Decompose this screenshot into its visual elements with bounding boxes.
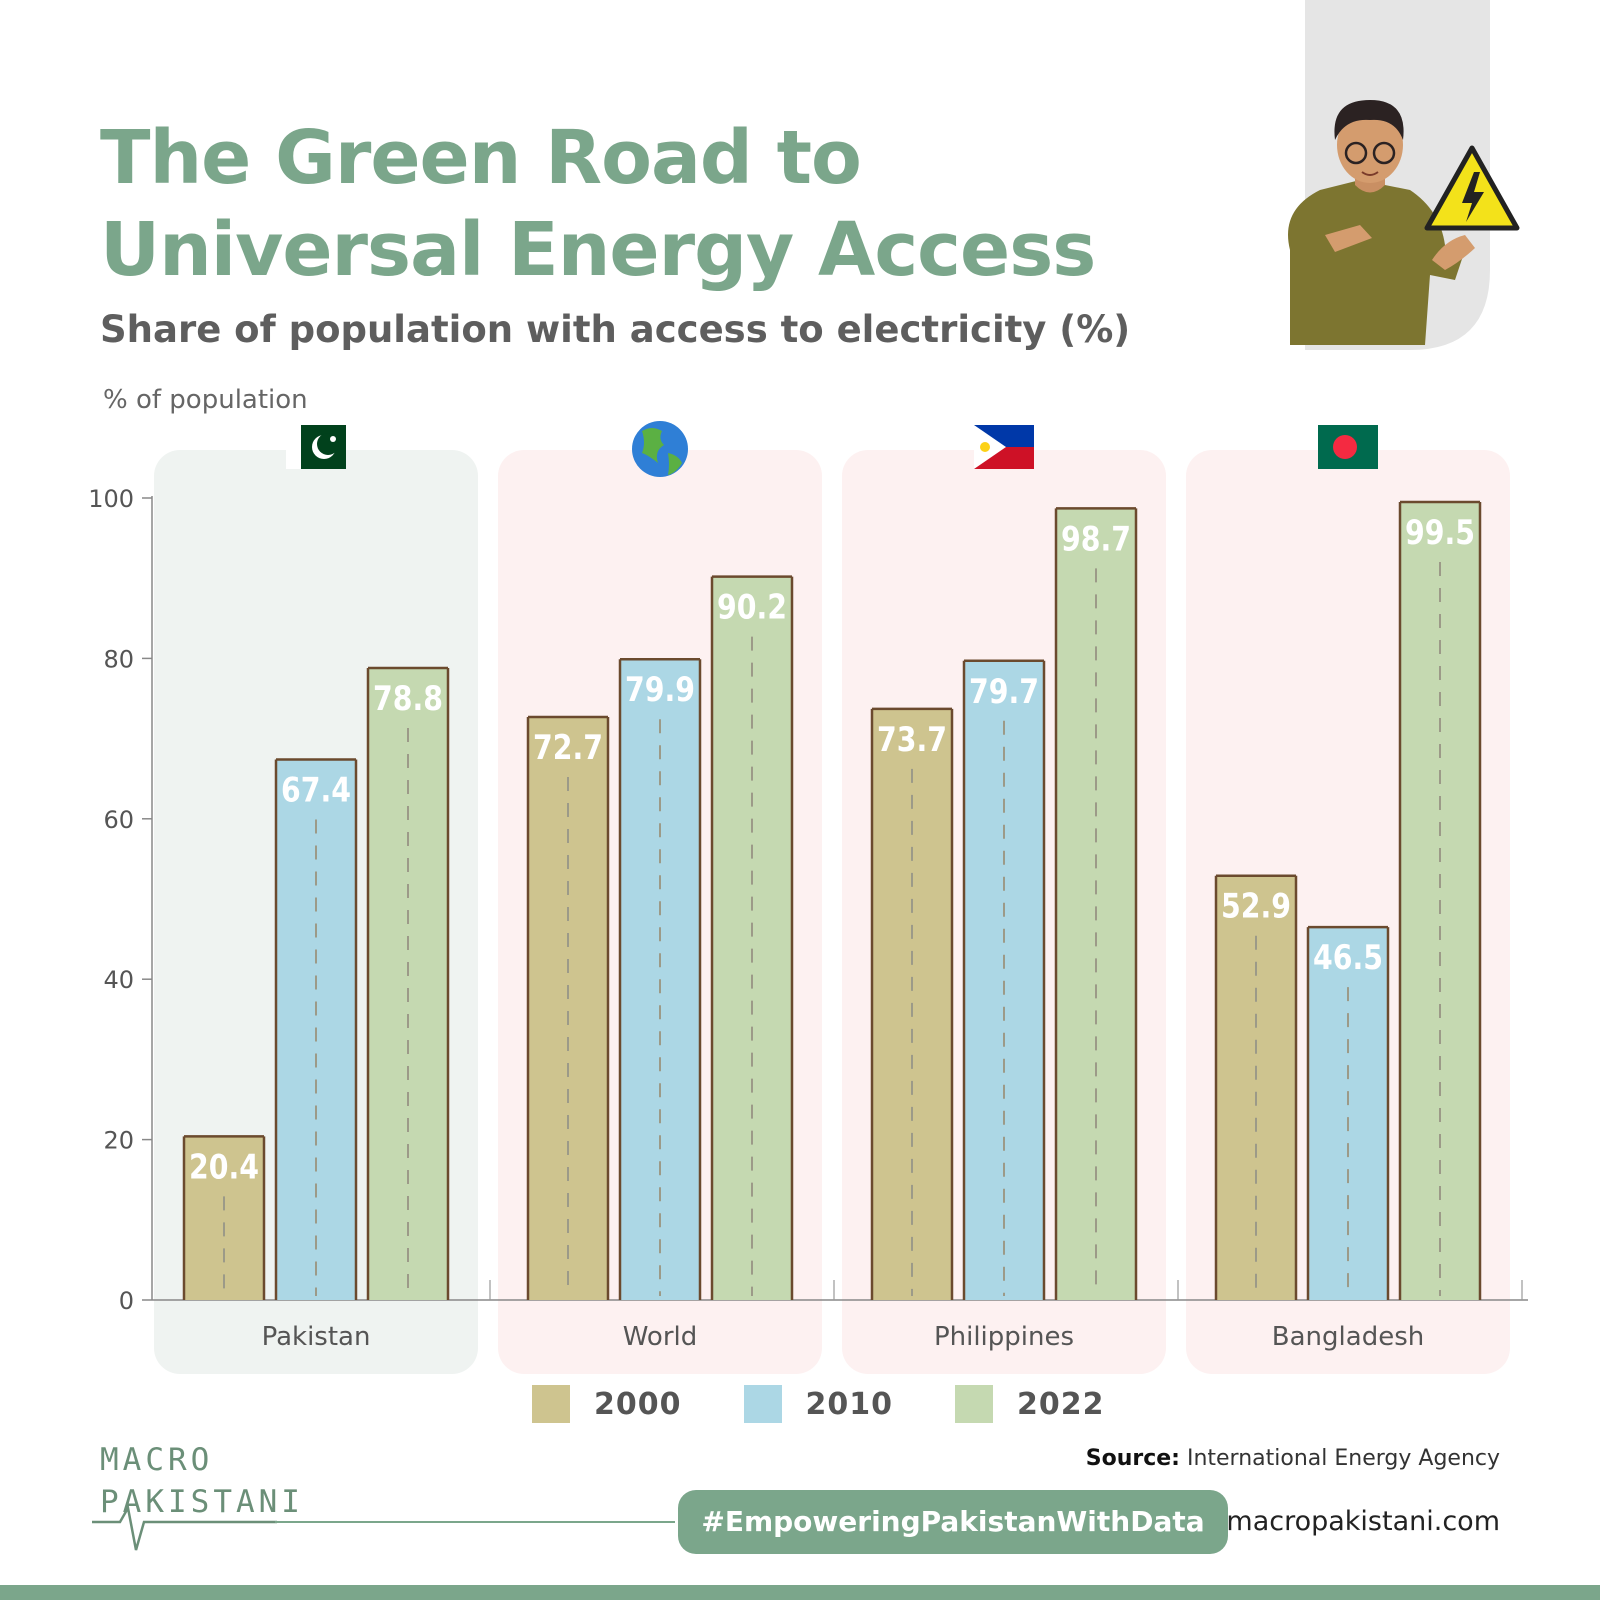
labels-layer: 20.4 67.4 78.8 Pakistan 72.7 79.9 90.2 World 73.…: [189, 421, 1475, 1352]
x-category-label-pakistan: Pakistan: [262, 1322, 371, 1352]
logo-line-2: PAKISTANI: [100, 1484, 304, 1520]
logo-pulse-line-icon: [92, 1504, 277, 1551]
logo-divider-line: [275, 1521, 675, 1523]
y-tick-label: 0: [119, 1287, 134, 1315]
y-tick-label: 40: [103, 966, 134, 994]
x-category-label-bangladesh: Bangladesh: [1272, 1322, 1424, 1352]
y-tick-label: 80: [103, 645, 134, 673]
man-pointing-hand: [1325, 225, 1372, 252]
man-head: [1337, 107, 1403, 183]
data-label-bangladesh-2010: 46.5: [1313, 938, 1383, 978]
website-link[interactable]: macropakistani.com: [1226, 1506, 1500, 1537]
bar-bangladesh-2010: [1308, 927, 1388, 1300]
logo-line-1: MACRO: [100, 1442, 214, 1478]
bar-pakistan-2022: [368, 668, 448, 1300]
hashtag-banner: #EmpoweringPakistanWithData: [678, 1490, 1228, 1554]
legend-item-2022: 2022: [955, 1385, 1105, 1423]
source-note: Source: International Energy Agency: [1086, 1446, 1500, 1471]
data-label-pakistan-2000: 20.4: [189, 1147, 259, 1187]
bar-pakistan-2000: [184, 1136, 264, 1300]
data-label-bangladesh-2000: 52.9: [1221, 887, 1291, 927]
legend-label-2022: 2022: [1017, 1386, 1105, 1422]
globe-icon: [632, 421, 688, 477]
chart-subtitle: Share of population with access to elect…: [100, 308, 1131, 351]
legend-swatch-2000: [532, 1385, 570, 1423]
source-text: International Energy Agency: [1186, 1446, 1500, 1471]
data-label-pakistan-2022: 78.8: [373, 679, 443, 719]
chart-title: The Green Road to Universal Energy Acces…: [100, 112, 1096, 296]
man-raised-hand: [1432, 235, 1475, 270]
title-line-2: Universal Energy Access: [100, 207, 1096, 293]
man-hair: [1334, 100, 1404, 140]
legend-swatch-2022: [955, 1385, 993, 1423]
title-line-1: The Green Road to: [100, 115, 862, 201]
glasses-left: [1344, 141, 1368, 165]
data-label-world-2010: 79.9: [625, 670, 695, 710]
data-label-philippines-2022: 98.7: [1061, 519, 1131, 559]
macro-pakistani-logo: MACRO PAKISTANI: [92, 1440, 300, 1560]
legend-item-2010: 2010: [743, 1385, 894, 1423]
man-mouth: [1361, 171, 1379, 176]
data-label-bangladesh-2022: 99.5: [1405, 513, 1475, 553]
bars-layer: [182, 500, 1482, 1300]
data-label-world-2022: 90.2: [717, 588, 787, 628]
legend-item-2000: 2000: [532, 1385, 682, 1423]
x-category-label-philippines: Philippines: [934, 1322, 1074, 1352]
data-label-world-2000: 72.7: [533, 728, 603, 768]
data-label-pakistan-2010: 67.4: [281, 770, 351, 810]
lightning-bolt-icon: [1462, 172, 1484, 222]
bottom-accent-bar: [0, 1585, 1600, 1600]
legend-label-2000: 2000: [594, 1386, 682, 1422]
pakistan-flag-icon: [286, 425, 346, 469]
data-label-philippines-2000: 73.7: [877, 720, 947, 760]
y-tick-label: 100: [88, 485, 134, 513]
data-label-philippines-2010: 79.7: [969, 672, 1039, 712]
x-category-label-world: World: [623, 1322, 698, 1352]
chart-legend: 2000 2010 2022: [532, 1385, 1167, 1423]
y-axis-title: % of population: [103, 385, 308, 415]
legend-swatch-2010: [743, 1385, 782, 1423]
philippines-flag-icon: [974, 425, 1034, 469]
bangladesh-flag-icon: [1318, 425, 1378, 469]
y-tick-label: 60: [103, 806, 134, 834]
panels-layer: [154, 450, 1510, 1374]
y-tick-label: 20: [103, 1127, 134, 1155]
legend-label-2010: 2010: [805, 1386, 893, 1422]
man-with-warning-sign-illustration: [1288, 0, 1520, 350]
source-label: Source:: [1085, 1446, 1180, 1471]
glasses-right: [1372, 141, 1396, 165]
man-body: [1288, 180, 1465, 345]
